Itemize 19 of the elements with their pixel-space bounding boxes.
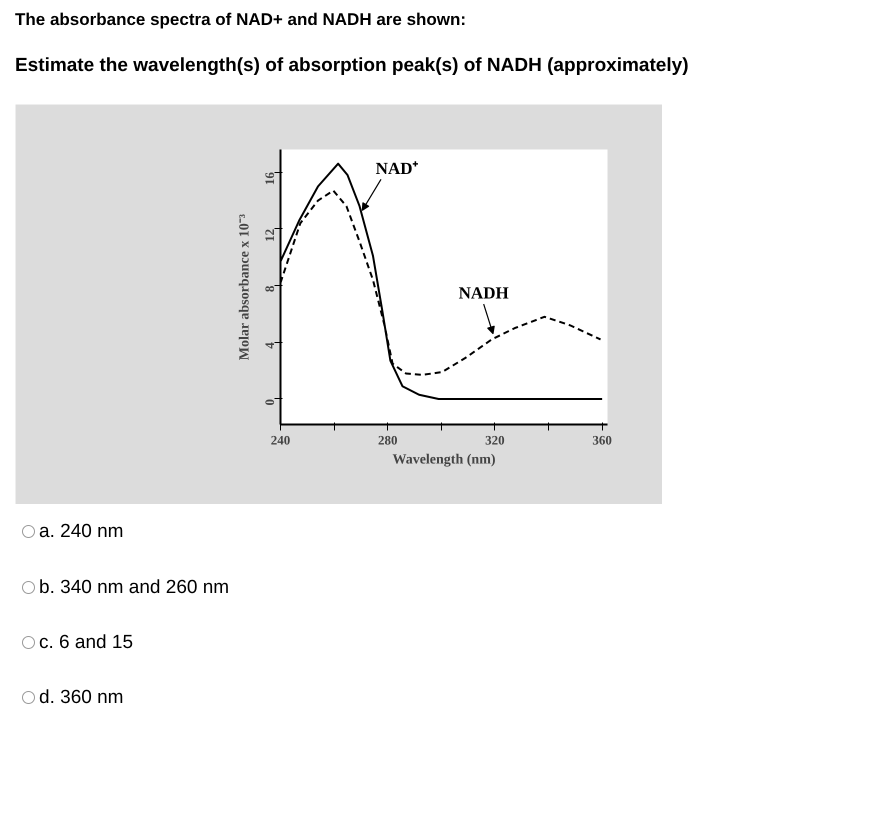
x-tick-label: 320: [485, 432, 505, 448]
chart-subtitle: Estimate the wavelength(s) of absorption peak(s) of NADH (approximately): [15, 54, 689, 78]
y-tick-label: 0: [262, 399, 277, 406]
y-tick-label: 8: [262, 286, 277, 293]
y-tick-label: 16: [262, 172, 277, 186]
text: a. 240 nm: [38, 520, 124, 544]
x-tick-label: 360: [592, 432, 612, 448]
text: c. 6 and 15: [38, 630, 134, 655]
y-tick-label: 12: [262, 229, 277, 242]
series-label: NAD⁺: [376, 159, 419, 178]
x-axis-title: Wavelength (nm): [392, 452, 496, 468]
x-tick-label: 280: [378, 432, 398, 448]
y-tick-label: 4: [262, 342, 277, 350]
chart-title: The absorbance spectra of NAD+ and NADH are shown:: [15, 9, 466, 31]
series-label: NADH: [458, 284, 509, 304]
x-tick-label: 240: [270, 432, 290, 448]
text: b. 340 nm and 260 nm: [38, 576, 230, 600]
text: d. 360 nm: [38, 686, 124, 710]
y-axis-title: Molar absorbance x 10⁻³: [238, 214, 252, 361]
